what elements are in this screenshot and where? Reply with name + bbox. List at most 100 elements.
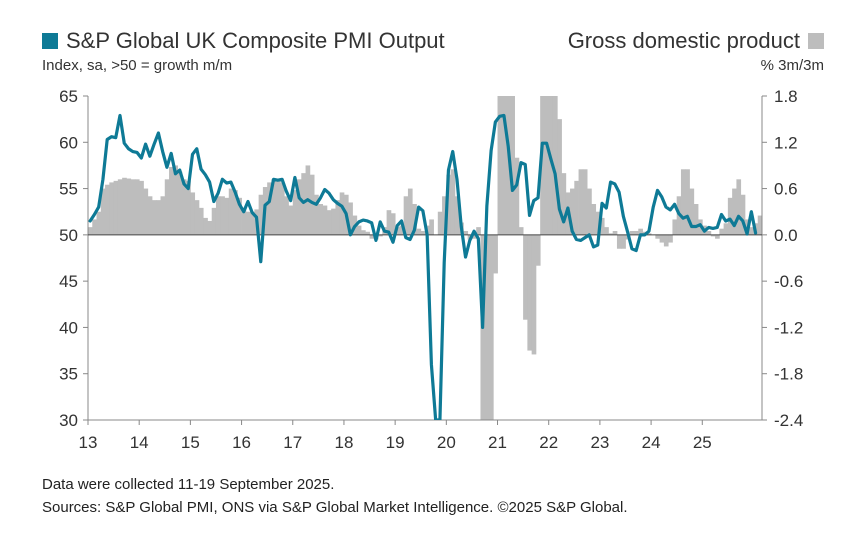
gdp-bar — [198, 207, 204, 235]
gdp-bar — [126, 178, 132, 235]
gdp-bar — [531, 234, 537, 355]
legend-item-pmi: S&P Global UK Composite PMI Output — [42, 28, 445, 54]
gdp-bar — [416, 228, 422, 235]
y-left-tick-label: 30 — [59, 411, 78, 430]
gdp-bar — [109, 182, 114, 235]
gdp-bar — [693, 204, 699, 235]
y-left-tick-label: 35 — [59, 365, 78, 384]
gdp-bar — [169, 166, 174, 235]
gdp-bar — [591, 204, 597, 235]
x-tick-label: 19 — [386, 433, 405, 452]
y-right-tick-label: 0.0 — [774, 226, 798, 245]
pmi-swatch-icon — [42, 33, 58, 49]
gdp-bar — [378, 234, 383, 237]
gdp-swatch-icon — [808, 33, 824, 49]
gdp-bar — [284, 196, 289, 235]
gdp-bar — [147, 196, 153, 235]
y-left-tick-label: 60 — [59, 133, 78, 152]
gdp-bar — [680, 169, 686, 235]
gdp-bar — [186, 180, 191, 235]
legend-label-gdp: Gross domestic product — [567, 28, 800, 53]
gdp-bar — [685, 169, 690, 235]
gdp-bar — [535, 234, 541, 266]
gdp-bar — [437, 211, 443, 235]
chart-legend: S&P Global UK Composite PMI Output Gross… — [42, 28, 824, 54]
gdp-bar — [668, 234, 673, 243]
footer-sources: Sources: S&P Global PMI, ONS via S&P Glo… — [42, 499, 628, 516]
gdp-bar — [672, 219, 678, 235]
gdp-bar — [608, 233, 614, 235]
gdp-bar — [143, 188, 149, 235]
gdp-bar — [258, 194, 264, 235]
gdp-bar — [92, 219, 97, 235]
gdp-bar — [493, 234, 498, 274]
gdp-bar — [595, 211, 601, 235]
gdp-bar — [471, 234, 477, 239]
y-right-tick-label: 0.6 — [774, 180, 798, 199]
gdp-bar — [732, 188, 737, 235]
x-tick-label: 23 — [590, 433, 609, 452]
gdp-bar — [715, 234, 720, 239]
x-tick-label: 22 — [539, 433, 558, 452]
pmi-line-layer — [88, 113, 758, 420]
gdp-bar — [241, 207, 247, 235]
legend-label-pmi: S&P Global UK Composite PMI Output — [66, 28, 445, 53]
gdp-bar — [570, 188, 575, 235]
gdp-bar — [446, 174, 451, 235]
gdp-bar — [160, 196, 166, 235]
gdp-bar — [723, 223, 729, 235]
gdp-bar — [557, 119, 562, 235]
gdp-bar — [356, 225, 362, 235]
gdp-bar — [288, 205, 294, 235]
y-left-tick-label: 45 — [59, 272, 78, 291]
gdp-bar — [207, 220, 213, 235]
gdp-bar — [134, 179, 140, 235]
gdp-bar — [540, 96, 545, 235]
gdp-bar — [194, 200, 200, 235]
x-tick-label: 13 — [79, 433, 98, 452]
right-axis-unit-label: % 3m/3m — [760, 57, 824, 74]
gdp-bar — [412, 204, 417, 235]
gdp-bar — [663, 234, 669, 247]
y-right-tick-label: 1.8 — [774, 87, 798, 106]
gdp-bar — [339, 192, 345, 235]
gdp-bar — [326, 210, 332, 235]
gdp-bar — [506, 96, 511, 235]
legend-item-gdp: Gross domestic product — [568, 28, 824, 54]
gdp-bar — [113, 180, 119, 235]
gdp-bar — [245, 211, 251, 235]
x-tick-label: 25 — [693, 433, 712, 452]
x-tick-label: 20 — [437, 433, 456, 452]
y-right-tick-label: -1.2 — [774, 318, 803, 337]
footer-collection-note: Data were collected 11-19 September 2025… — [42, 476, 335, 493]
x-tick-label: 17 — [283, 433, 302, 452]
x-tick-label: 15 — [181, 433, 200, 452]
gdp-bar — [510, 96, 515, 235]
x-tick-label: 16 — [232, 433, 251, 452]
chart-axes — [83, 95, 767, 425]
gdp-bar — [250, 211, 255, 235]
gdp-bar — [476, 227, 481, 235]
y-right-tick-label: -1.8 — [774, 365, 803, 384]
gdp-bar — [612, 231, 618, 235]
gdp-bar — [88, 227, 93, 235]
gdp-bar — [318, 204, 324, 235]
gdp-bar — [173, 165, 178, 235]
gdp-bar — [122, 177, 127, 235]
gdp-bar — [335, 200, 341, 235]
gdp-bar — [164, 179, 170, 235]
gdp-bar — [279, 182, 285, 235]
gdp-bar — [655, 234, 661, 239]
gdp-bar — [621, 234, 626, 249]
gdp-bar — [616, 234, 622, 249]
y-left-tick-label: 40 — [59, 318, 78, 337]
gdp-bar — [314, 194, 319, 235]
gdp-bar — [322, 205, 328, 235]
gdp-bar — [130, 179, 136, 235]
gdp-bar — [523, 234, 528, 320]
gdp-bar — [740, 194, 746, 235]
x-tick-label: 24 — [642, 433, 661, 452]
gdp-bar — [582, 169, 588, 235]
gdp-bar — [574, 180, 579, 235]
gdp-bar — [727, 197, 733, 235]
